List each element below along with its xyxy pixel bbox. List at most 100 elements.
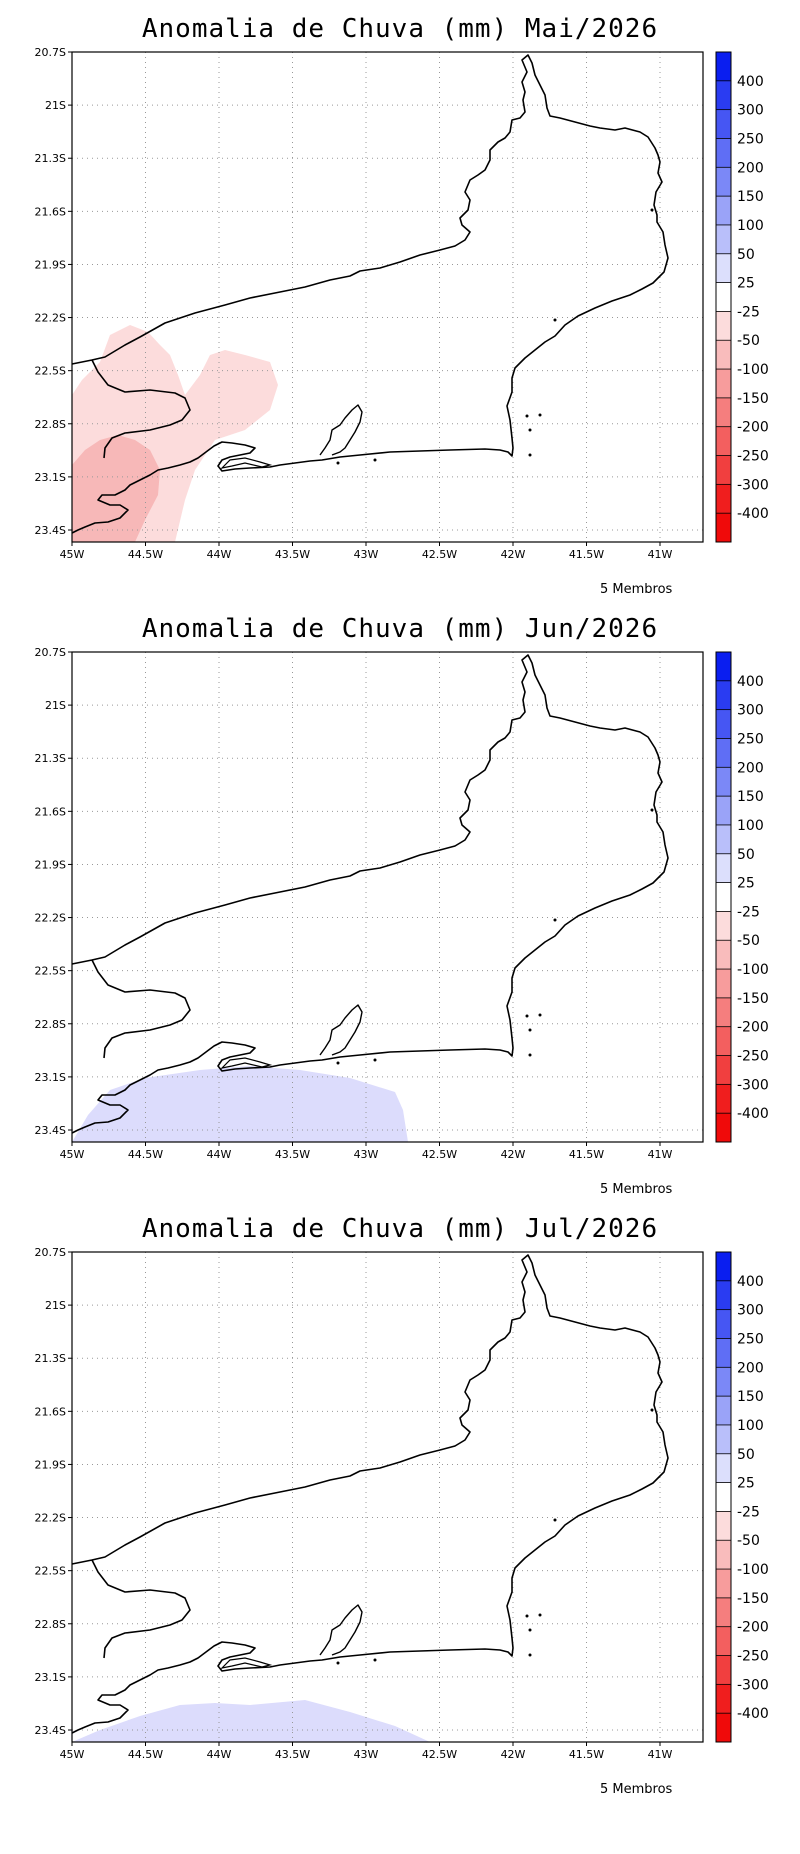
colorbar-segment bbox=[716, 167, 731, 197]
lon-label: 43W bbox=[354, 1148, 379, 1161]
colorbar-segment bbox=[716, 911, 731, 941]
island bbox=[528, 1653, 532, 1657]
island bbox=[336, 1061, 340, 1065]
colorbar-segment bbox=[716, 426, 731, 457]
colorbar-segment bbox=[716, 52, 731, 82]
state-boundary bbox=[71, 654, 669, 1134]
island bbox=[650, 208, 654, 212]
colorbar-segment bbox=[716, 680, 731, 711]
colorbar-segment bbox=[716, 652, 731, 682]
lon-label: 43W bbox=[354, 1748, 379, 1761]
colorbar-label: -25 bbox=[737, 1504, 760, 1520]
colorbar-label: 200 bbox=[737, 760, 764, 776]
colorbar-segment bbox=[716, 1540, 731, 1570]
colorbar-label: -300 bbox=[737, 1077, 769, 1093]
lat-labels: 20.7S 21S 21.3S 21.6S 21.9S 22.2S 22.5S 22.8S 23… bbox=[35, 1246, 72, 1737]
colorbar-segment bbox=[716, 397, 731, 428]
coastline bbox=[71, 54, 669, 534]
colorbar-label: 250 bbox=[737, 731, 764, 747]
coastline bbox=[71, 654, 669, 1134]
colorbar-label: -50 bbox=[737, 1533, 760, 1549]
lat-label: 23.4S bbox=[35, 1124, 66, 1137]
colorbar-segment bbox=[716, 455, 731, 485]
bay-outline bbox=[319, 404, 363, 456]
map-title: Anomalia de Chuva (mm) Mai/2026 bbox=[141, 14, 659, 44]
colorbar-label: 250 bbox=[737, 1331, 764, 1347]
colorbar-segment bbox=[716, 1309, 731, 1339]
colorbar-label: -150 bbox=[737, 1591, 769, 1607]
bay-outline bbox=[319, 1004, 363, 1056]
colorbar-frame bbox=[715, 651, 732, 1143]
colorbar-segment bbox=[716, 282, 731, 312]
lon-label: 43.5W bbox=[275, 1148, 310, 1161]
lon-label: 41.5W bbox=[569, 548, 604, 561]
lat-label: 21.6S bbox=[35, 205, 66, 218]
anomaly-regions bbox=[72, 325, 278, 542]
colorbar-label: -100 bbox=[737, 362, 769, 378]
colorbar-label: 400 bbox=[737, 674, 764, 690]
colorbar-segment bbox=[716, 340, 731, 370]
lat-label: 22.8S bbox=[35, 1018, 66, 1031]
lon-label: 42.5W bbox=[422, 1148, 457, 1161]
colorbar-segment bbox=[716, 1453, 731, 1484]
lon-label: 42W bbox=[501, 548, 526, 561]
anomaly-region bbox=[72, 435, 160, 542]
colorbar-segment bbox=[716, 369, 731, 399]
island bbox=[650, 808, 654, 812]
anomaly-regions bbox=[72, 1700, 430, 1742]
colorbar-segment bbox=[716, 940, 731, 970]
colorbar-segment bbox=[716, 1084, 731, 1114]
lat-label: 21.3S bbox=[35, 152, 66, 165]
lat-label: 23.4S bbox=[35, 1724, 66, 1737]
map-svg: 20.7S 21S 21.3S 21.6S 21.9S 22.2S 22.5S 22.8S 23… bbox=[35, 1246, 769, 1761]
map-frame bbox=[71, 651, 704, 1143]
lat-label: 21.3S bbox=[35, 752, 66, 765]
colorbar-label: 200 bbox=[737, 1360, 764, 1376]
colorbar-segment bbox=[716, 1511, 731, 1541]
colorbar-segment bbox=[716, 969, 731, 999]
colorbar-label: -150 bbox=[737, 991, 769, 1007]
lat-label: 23.1S bbox=[35, 1071, 66, 1084]
colorbar-segment bbox=[716, 1026, 731, 1057]
colorbar-segment bbox=[716, 1684, 731, 1714]
island bbox=[528, 1028, 532, 1032]
colorbar-segment bbox=[716, 1055, 731, 1085]
colorbar-label: -200 bbox=[737, 420, 769, 436]
colorbar-label: 200 bbox=[737, 160, 764, 176]
colorbar-segment bbox=[716, 1424, 731, 1455]
lon-label: 43.5W bbox=[275, 548, 310, 561]
island bbox=[336, 461, 340, 465]
colorbar: 400 300 250 200 150 100 50 25 -25 -50 -100 -150 -200… bbox=[715, 51, 769, 543]
island bbox=[373, 458, 377, 462]
bay-outline bbox=[319, 1604, 363, 1656]
colorbar-label: -50 bbox=[737, 933, 760, 949]
colorbar-label: 25 bbox=[737, 276, 755, 292]
colorbar-label: 25 bbox=[737, 876, 755, 892]
anomaly-regions bbox=[72, 1066, 408, 1142]
colorbar: 400 300 250 200 150 100 50 25 -25 -50 -100 -150 -200… bbox=[715, 651, 769, 1143]
island bbox=[528, 428, 532, 432]
colorbar: 400 300 250 200 150 100 50 25 -25 -50 -100 -150 -200… bbox=[715, 1251, 769, 1743]
colorbar-frame bbox=[715, 51, 732, 543]
border-line bbox=[91, 959, 191, 1059]
colorbar-label: 150 bbox=[737, 189, 764, 205]
map-svg: 20.7S 21S 21.3S 21.6S 21.9S 22.2S 22.5S 22.8S 23… bbox=[35, 46, 769, 561]
colorbar-label: 50 bbox=[737, 247, 755, 263]
colorbar-segment bbox=[716, 1367, 731, 1397]
state-boundary bbox=[71, 54, 669, 534]
lon-label: 44.5W bbox=[128, 1748, 163, 1761]
colorbar-label: 300 bbox=[737, 1303, 764, 1319]
gridlines bbox=[72, 652, 703, 1142]
colorbar-label: -100 bbox=[737, 1562, 769, 1578]
colorbar-segment bbox=[716, 196, 731, 226]
lat-labels: 20.7S 21S 21.3S 21.6S 21.9S 22.2S 22.5S 22.8S 23… bbox=[35, 646, 72, 1137]
lon-label: 41.5W bbox=[569, 1148, 604, 1161]
island bbox=[553, 318, 557, 322]
colorbar-label: 250 bbox=[737, 131, 764, 147]
lon-label: 44W bbox=[207, 548, 232, 561]
gridlines bbox=[72, 1252, 703, 1742]
colorbar-segment bbox=[716, 709, 731, 739]
members-label: 5 Membros bbox=[600, 1782, 673, 1797]
colorbar-label: 100 bbox=[737, 1418, 764, 1434]
lat-label: 21.9S bbox=[35, 258, 66, 271]
